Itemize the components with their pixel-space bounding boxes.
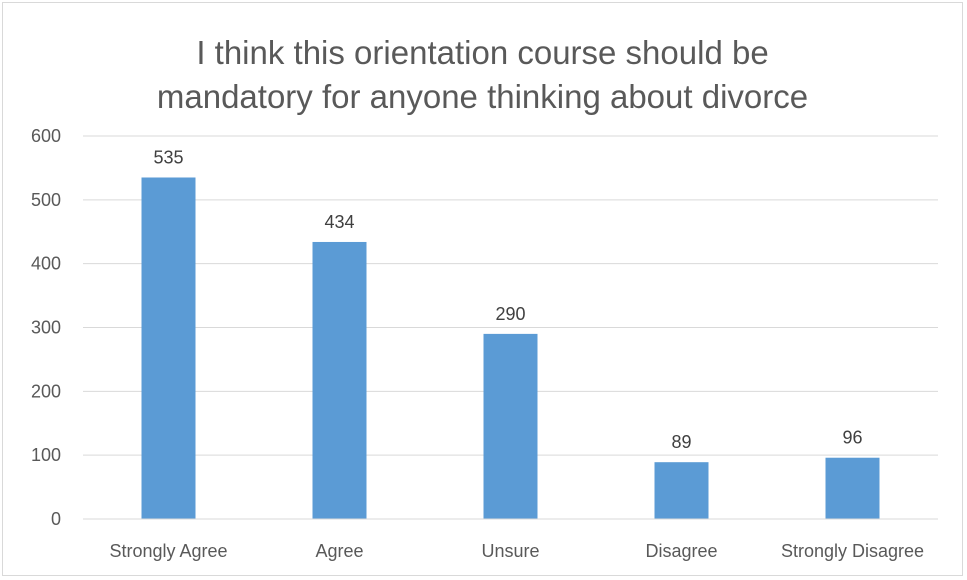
data-label: 96 — [842, 428, 862, 448]
y-tick-label: 200 — [31, 381, 61, 401]
data-labels: 535 434 290 89 96 — [153, 147, 862, 452]
x-tick-label: Agree — [315, 541, 363, 561]
bar — [312, 241, 367, 520]
bar — [141, 177, 196, 519]
x-axis-tick-labels: Strongly Agree Agree Unsure Disagree Strongl… — [109, 541, 924, 561]
x-tick-label: Strongly Disagree — [781, 541, 924, 561]
bar — [654, 462, 709, 519]
y-tick-label: 300 — [31, 318, 61, 338]
data-label: 434 — [324, 212, 354, 232]
data-label: 89 — [671, 432, 691, 452]
x-tick-label: Unsure — [481, 541, 539, 561]
data-label: 535 — [153, 147, 183, 167]
y-tick-label: 100 — [31, 445, 61, 465]
y-tick-label: 400 — [31, 254, 61, 274]
data-label: 290 — [495, 304, 525, 324]
x-tick-label: Strongly Agree — [109, 541, 227, 561]
y-axis-tick-labels: 0 100 200 300 400 500 600 — [31, 126, 61, 529]
y-tick-label: 500 — [31, 190, 61, 210]
y-tick-label: 0 — [51, 509, 61, 529]
bar — [825, 457, 880, 519]
bar — [483, 333, 538, 519]
y-tick-label: 600 — [31, 126, 61, 146]
bars — [141, 177, 880, 520]
chart-title: I think this orientation course should b… — [156, 34, 809, 115]
x-tick-label: Disagree — [645, 541, 717, 561]
